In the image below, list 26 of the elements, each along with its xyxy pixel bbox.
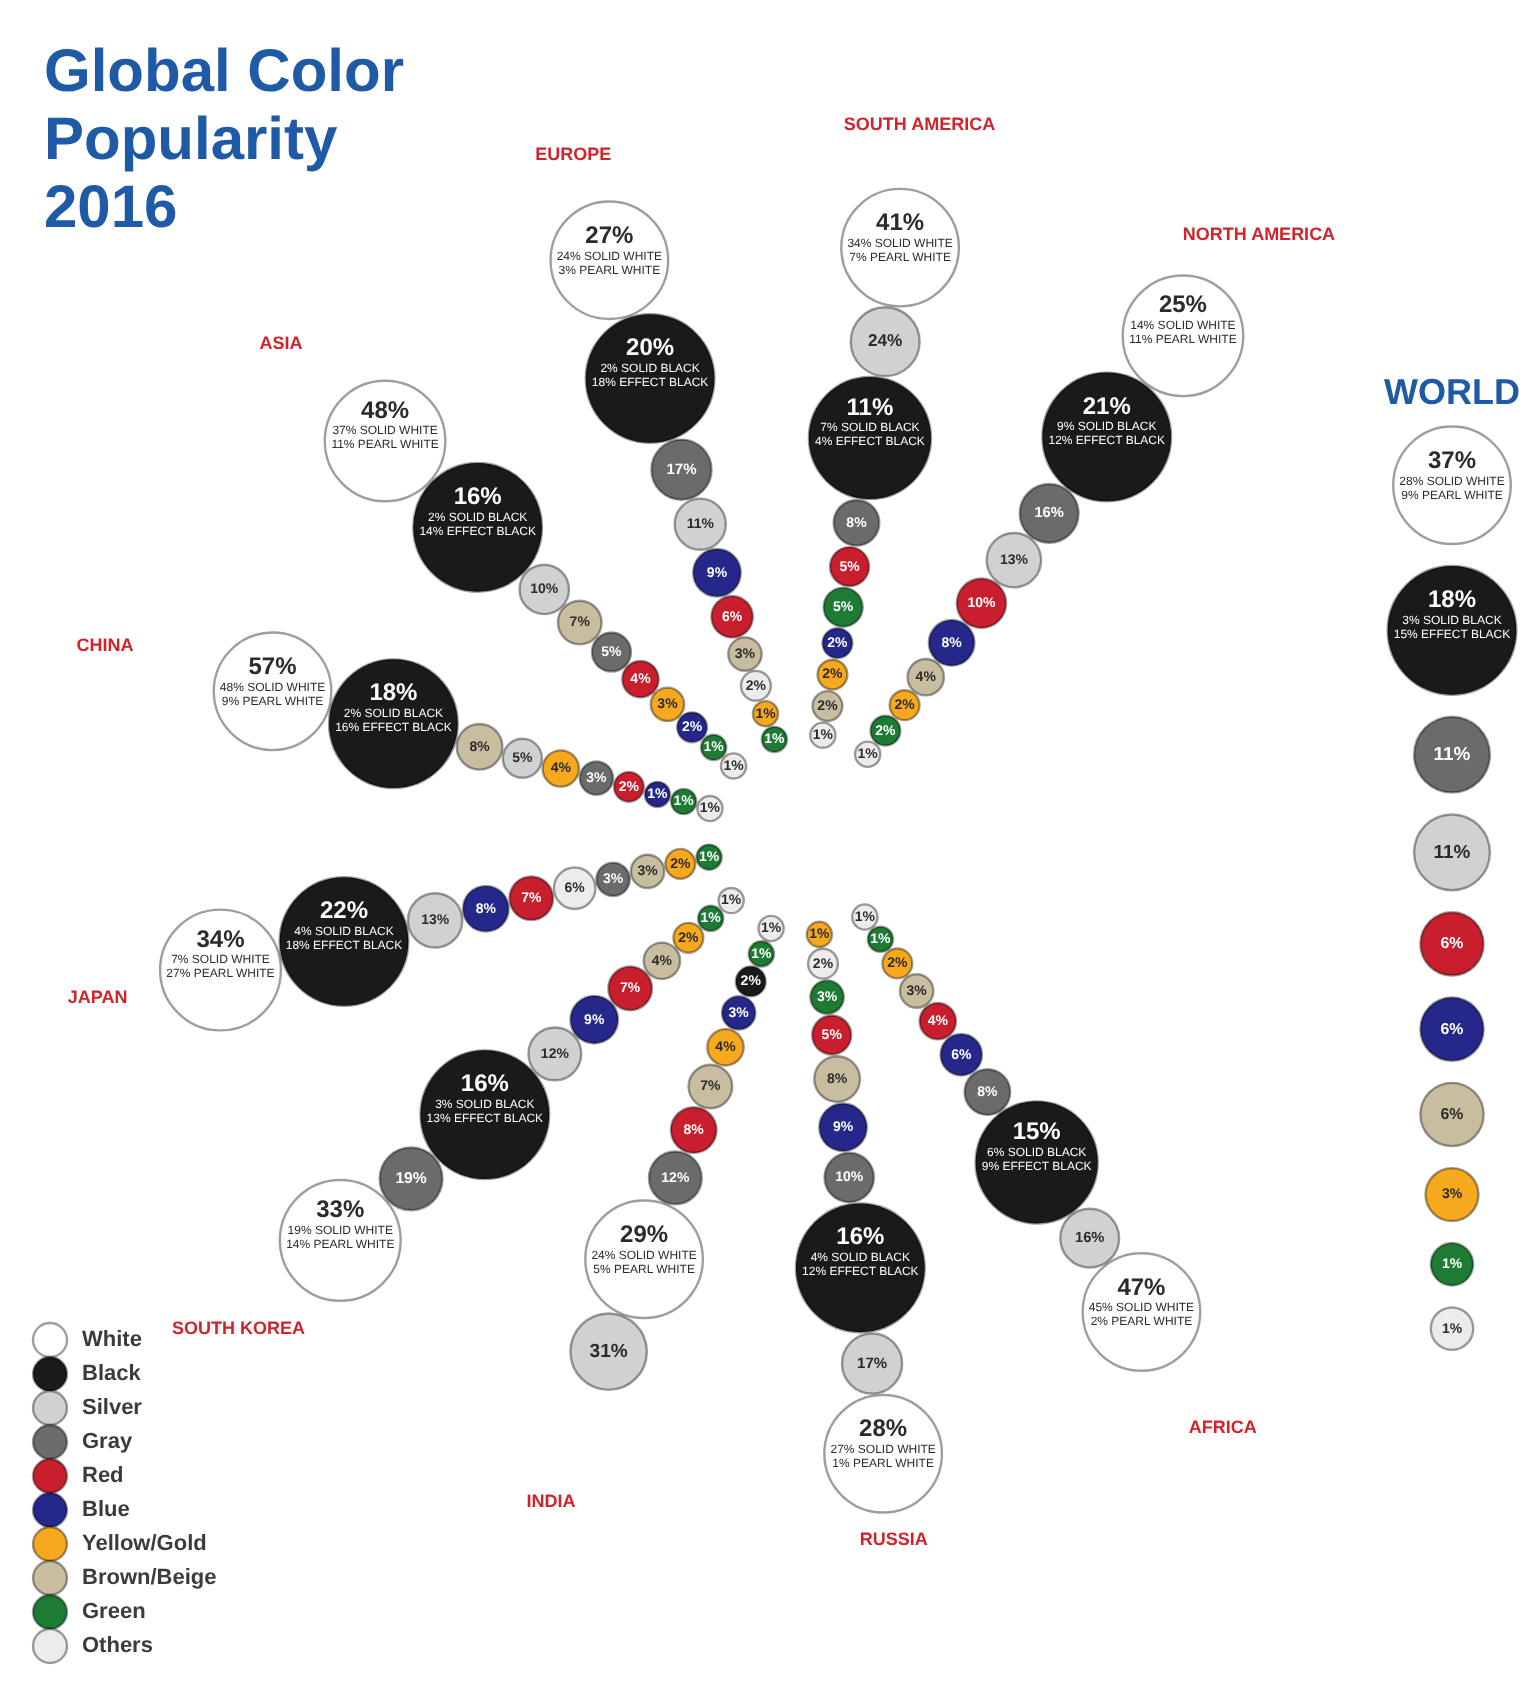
- category-label: WORLD: [1384, 372, 1520, 413]
- legend-label: Blue: [82, 1498, 130, 1523]
- category-label: EUROPE: [535, 144, 612, 165]
- category-label: AFRICA: [1188, 1416, 1258, 1437]
- data-label: 11%: [1433, 743, 1472, 766]
- data-label: 31%: [589, 1340, 629, 1363]
- category-label: INDIA: [526, 1490, 577, 1511]
- legend-label: White: [82, 1328, 142, 1353]
- category-label: JAPAN: [67, 987, 128, 1008]
- data-label: 24%: [867, 330, 904, 351]
- category-label: SOUTH AMERICA: [843, 113, 997, 134]
- legend-label: Green: [82, 1600, 147, 1625]
- category-label: ASIA: [259, 332, 304, 353]
- legend-label: Yellow/Gold: [82, 1532, 207, 1557]
- legend-label: Others: [82, 1634, 153, 1659]
- category-label: NORTH AMERICA: [1182, 223, 1337, 244]
- legend-label: Brown/Beige: [82, 1566, 217, 1591]
- legend-label: Black: [82, 1362, 143, 1387]
- legend-label: Silver: [82, 1396, 144, 1421]
- category-label: SOUTH KOREA: [171, 1317, 306, 1338]
- legend-label: Red: [82, 1464, 124, 1489]
- legend-label: Gray: [82, 1430, 134, 1455]
- text: Global Color Popularity 2016: [44, 38, 405, 241]
- category-label: CHINA: [76, 635, 135, 656]
- category-label: RUSSIA: [859, 1529, 929, 1550]
- data-label: 11%: [1433, 841, 1472, 864]
